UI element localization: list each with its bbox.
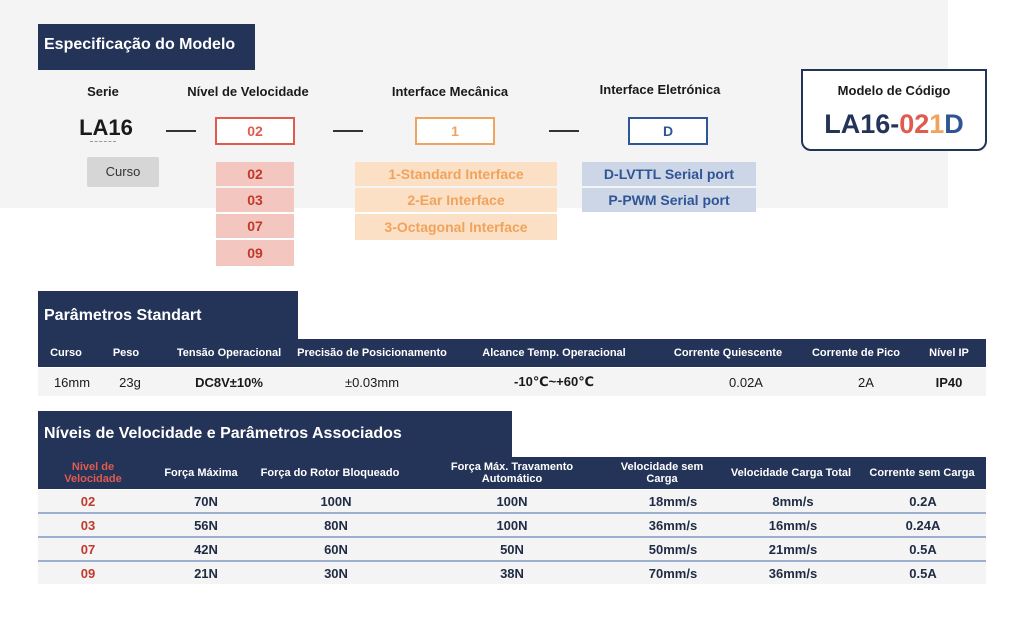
- speed-table-header: Força do Rotor Bloqueado: [260, 467, 400, 479]
- code-prefix: LA16-: [824, 109, 900, 139]
- code-elec: D: [944, 109, 964, 139]
- speed-table-cell: 0.5A: [909, 565, 937, 581]
- standard-value: 23g: [119, 374, 141, 390]
- spec-section-title: Especificação do Modelo: [38, 24, 255, 70]
- speed-table-cell: 70N: [194, 493, 218, 509]
- speed-header: Nível de Velocidade: [187, 84, 309, 99]
- serie-value: LA16: [79, 115, 133, 140]
- speed-table-header: Força Máxima: [164, 467, 238, 479]
- standard-header-row: Curso Peso Tensão Operacional Precisão d…: [38, 339, 986, 367]
- speed-option: 02: [216, 162, 294, 186]
- speed-table-row: 07 42N 60N 50N 50mm/s 21mm/s 0.5A: [38, 538, 986, 562]
- standard-value: 2A: [858, 374, 874, 390]
- speed-table-cell: 100N: [320, 493, 352, 509]
- standard-value-row: 16mm 23g DC8V±10% ±0.03mm -10℃~+60℃ 0.02…: [38, 368, 986, 396]
- serie-underline: [90, 141, 116, 142]
- standard-header: Corrente Quiescente: [673, 347, 783, 359]
- standard-header: Corrente de Pico: [811, 347, 901, 359]
- speed-table-cell: 50mm/s: [648, 541, 698, 557]
- code-mech: 1: [929, 109, 945, 139]
- speed-table-cell: 8mm/s: [772, 493, 814, 509]
- speed-table-cell: 03: [80, 517, 96, 533]
- standard-header: Nível IP: [929, 347, 969, 359]
- speed-table-cell: 100N: [496, 493, 528, 509]
- speed-option: 07: [216, 214, 294, 238]
- code-speed: 02: [899, 109, 930, 139]
- standard-section-title: Parâmetros Standart: [38, 291, 298, 339]
- speed-option: 03: [216, 188, 294, 212]
- mech-option: 1-Standard Interface: [355, 162, 557, 186]
- code-header: Modelo de Código: [837, 83, 951, 98]
- standard-header: Peso: [112, 347, 140, 359]
- serie-header: Serie: [87, 84, 119, 99]
- model-code-box: Modelo de Código LA16-021D: [801, 69, 987, 151]
- speed-table-header: Força Máx. Travamento Automático: [450, 461, 574, 485]
- elec-selected-box: D: [628, 117, 708, 145]
- standard-header: Curso: [50, 347, 82, 359]
- speed-table-row: 03 56N 80N 100N 36mm/s 16mm/s 0.24A: [38, 514, 986, 538]
- speed-table-cell: 0.2A: [909, 493, 937, 509]
- speed-table-row: 02 70N 100N 100N 18mm/s 8mm/s 0.2A: [38, 490, 986, 514]
- speed-table-header: Nivel de Velocidade: [64, 461, 122, 485]
- speed-table-header-row: Nivel de Velocidade Força Máxima Força d…: [38, 457, 986, 489]
- speed-table-cell: 36mm/s: [648, 517, 698, 533]
- standard-header: Precisão de Posicionamento: [297, 347, 447, 359]
- mech-header: Interface Mecânica: [391, 84, 509, 99]
- speed-table-cell: 07: [80, 541, 96, 557]
- standard-value: 16mm: [53, 374, 91, 390]
- speed-table-cell: 50N: [500, 541, 524, 557]
- speed-option: 09: [216, 240, 294, 266]
- speed-table-cell: 38N: [500, 565, 524, 581]
- speed-table-cell: 16mm/s: [768, 517, 818, 533]
- standard-value: 0.02A: [729, 374, 763, 390]
- separator-dash: [333, 130, 363, 132]
- separator-dash: [166, 130, 196, 132]
- standard-value: DC8V±10%: [195, 374, 263, 390]
- speed-table-cell: 100N: [496, 517, 528, 533]
- speed-table-cell: 0.5A: [909, 541, 937, 557]
- speed-table-header: Corrente sem Carga: [869, 467, 975, 479]
- standard-value: IP40: [935, 374, 963, 390]
- standard-header: Alcance Temp. Operacional: [482, 347, 626, 359]
- speed-table-cell: 18mm/s: [648, 493, 698, 509]
- speed-table-cell: 70mm/s: [648, 565, 698, 581]
- separator-dash: [549, 130, 579, 132]
- standard-header: Tensão Operacional: [176, 347, 282, 359]
- speed-table-cell: 21mm/s: [768, 541, 818, 557]
- speed-table-row: 09 21N 30N 38N 70mm/s 36mm/s 0.5A: [38, 562, 986, 584]
- elec-option: D-LVTTL Serial port: [582, 162, 756, 186]
- stroke-label: Curso: [87, 157, 159, 187]
- standard-value: ±0.03mm: [344, 374, 400, 390]
- speed-table-section-title: Níveis de Velocidade e Parâmetros Associ…: [38, 411, 512, 457]
- speed-table-cell: 80N: [324, 517, 348, 533]
- model-code: LA16-021D: [803, 109, 985, 140]
- elec-option: P-PWM Serial port: [582, 188, 756, 212]
- mech-option: 3-Octagonal Interface: [355, 214, 557, 240]
- speed-table-cell: 60N: [324, 541, 348, 557]
- speed-table-cell: 0.24A: [905, 517, 941, 533]
- mech-selected-box: 1: [415, 117, 495, 145]
- mech-option: 2-Ear Interface: [355, 188, 557, 212]
- speed-table-cell: 21N: [194, 565, 218, 581]
- speed-table-cell: 56N: [194, 517, 218, 533]
- elec-header: Interface Eletrónica: [599, 82, 721, 97]
- speed-table-cell: 36mm/s: [768, 565, 818, 581]
- speed-table-cell: 30N: [324, 565, 348, 581]
- speed-table-cell: 09: [80, 565, 96, 581]
- speed-selected-box: 02: [215, 117, 295, 145]
- speed-table-header: Velocidade sem Carga: [620, 461, 704, 485]
- speed-table-header: Velocidade Carga Total: [730, 467, 852, 479]
- standard-value: -10℃~+60℃: [514, 374, 594, 389]
- speed-table-cell: 02: [80, 493, 96, 509]
- speed-table-cell: 42N: [194, 541, 218, 557]
